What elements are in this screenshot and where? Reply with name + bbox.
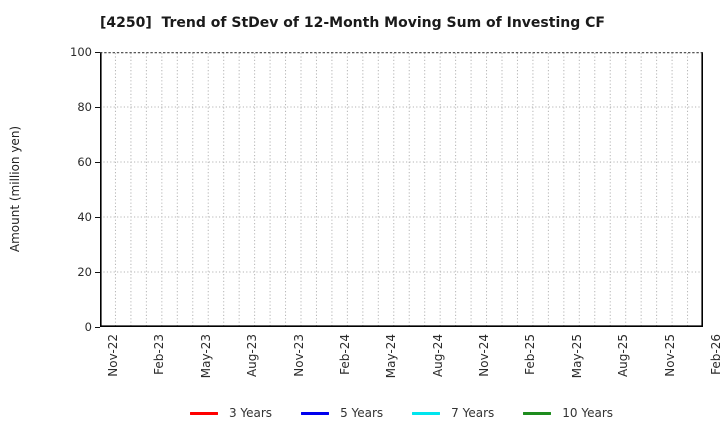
legend-item: 5 Years: [301, 404, 383, 422]
y-axis-label: Amount (million yen): [8, 125, 22, 253]
x-tick-label: May-24: [384, 334, 399, 379]
y-tick-mark: [95, 327, 100, 328]
legend-line-swatch: [523, 411, 552, 415]
y-tick-label: 100: [70, 45, 92, 59]
grid-and-spines: [100, 52, 703, 327]
legend: 3 Years 5 Years 7 Years 10 Years: [100, 404, 703, 422]
x-tick-label: Feb-26: [709, 334, 720, 375]
legend-item: 10 Years: [523, 404, 613, 422]
chart-title: [4250] Trend of StDev of 12-Month Moving…: [100, 15, 605, 31]
x-tick-label: Nov-25: [662, 334, 677, 377]
y-tick-mark: [95, 217, 100, 218]
y-tick-mark: [95, 162, 100, 163]
x-tick-label: Nov-24: [477, 334, 492, 377]
legend-label: 10 Years: [562, 406, 614, 420]
y-tick-label: 20: [77, 265, 92, 279]
x-tick-label: May-25: [569, 334, 584, 379]
legend-line-swatch: [301, 411, 330, 415]
x-tick-label: Aug-25: [616, 334, 631, 378]
x-tick-label: May-23: [198, 334, 213, 379]
legend-label: 7 Years: [451, 406, 495, 420]
x-tick-label: Nov-23: [291, 334, 306, 377]
y-tick-mark: [95, 52, 100, 53]
legend-label: 5 Years: [340, 406, 384, 420]
x-tick-label: Aug-23: [245, 334, 260, 378]
y-tick-label: 80: [77, 100, 92, 114]
y-tick-label: 40: [77, 210, 92, 224]
y-tick-label: 0: [84, 320, 92, 334]
legend-line-swatch: [189, 411, 218, 415]
legend-item: 3 Years: [189, 404, 273, 422]
x-tick-label: Feb-24: [337, 334, 352, 375]
y-tick-label: 60: [77, 155, 92, 169]
legend-label: 3 Years: [228, 406, 273, 420]
y-tick-mark: [95, 272, 100, 273]
legend-item: 7 Years: [412, 404, 494, 422]
x-tick-label: Nov-22: [106, 334, 120, 377]
y-tick-mark: [95, 107, 100, 108]
x-tick-label: Aug-24: [430, 334, 445, 378]
x-tick-label: Feb-23: [152, 334, 167, 375]
x-tick-label: Feb-25: [523, 334, 538, 375]
plot-area: [100, 52, 703, 327]
legend-line-swatch: [412, 411, 441, 415]
